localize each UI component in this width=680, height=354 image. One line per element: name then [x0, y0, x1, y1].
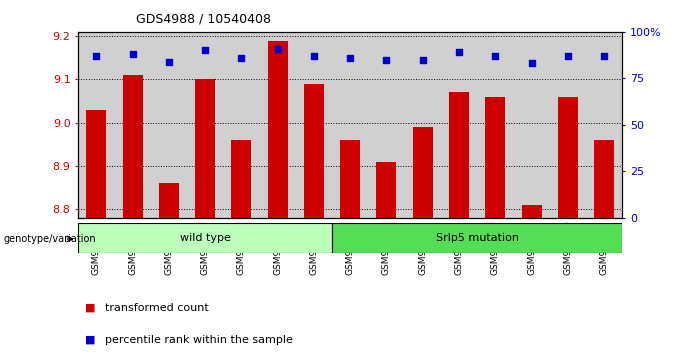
Bar — [268, 40, 288, 218]
Bar — [332, 223, 622, 253]
Point — [490, 53, 500, 59]
Point — [381, 57, 392, 63]
Point — [526, 61, 537, 66]
Text: percentile rank within the sample: percentile rank within the sample — [105, 335, 293, 345]
Text: ■: ■ — [85, 303, 95, 313]
Bar — [231, 140, 252, 218]
Bar — [413, 127, 432, 218]
Bar — [340, 140, 360, 218]
Point — [309, 53, 320, 59]
Bar — [304, 84, 324, 218]
Bar — [78, 223, 332, 253]
Point — [454, 50, 464, 55]
Bar — [522, 205, 541, 218]
Point — [200, 47, 211, 53]
Bar — [122, 75, 143, 218]
Point — [272, 46, 283, 51]
Point — [562, 53, 573, 59]
Text: genotype/variation: genotype/variation — [3, 234, 96, 244]
Bar — [558, 97, 578, 218]
Bar — [159, 183, 179, 218]
Bar — [594, 140, 614, 218]
Bar — [486, 97, 505, 218]
Bar — [195, 79, 215, 218]
Point — [163, 59, 174, 64]
Point — [91, 53, 102, 59]
Point — [418, 57, 428, 63]
Bar — [449, 92, 469, 218]
Point — [345, 55, 356, 61]
Point — [598, 53, 609, 59]
Bar — [86, 110, 106, 218]
Point — [236, 55, 247, 61]
Text: transformed count: transformed count — [105, 303, 209, 313]
Text: wild type: wild type — [180, 233, 231, 243]
Bar — [377, 161, 396, 218]
Text: Srlp5 mutation: Srlp5 mutation — [436, 233, 519, 243]
Text: ■: ■ — [85, 335, 95, 345]
Text: GDS4988 / 10540408: GDS4988 / 10540408 — [136, 12, 271, 25]
Point — [127, 51, 138, 57]
